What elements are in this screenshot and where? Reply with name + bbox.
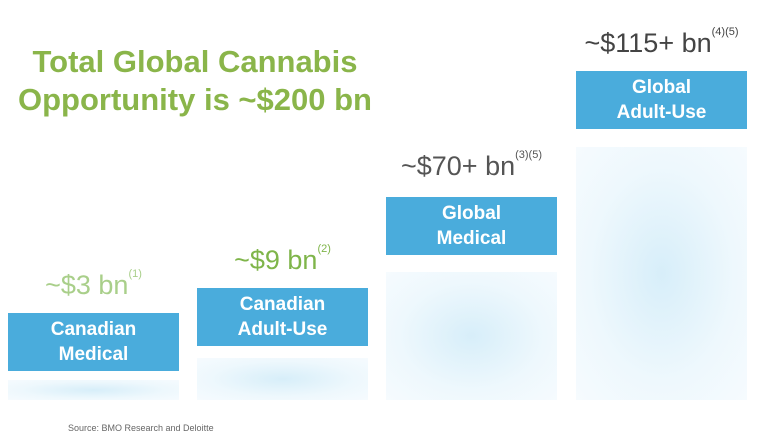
segment-box: Canadian Medical (8, 313, 179, 371)
segment-box: Canadian Adult-Use (197, 288, 368, 346)
source: Source: BMO Research and Deloitte (68, 423, 214, 433)
title-line: Opportunity is ~$200 bn (18, 82, 372, 117)
segment-label: Adult-Use (237, 319, 328, 340)
segment-box: Global Adult-Use (576, 71, 747, 129)
panel (197, 358, 368, 400)
segment-label: Medical (58, 344, 129, 365)
segment-label: Canadian (239, 294, 326, 315)
panel (8, 380, 179, 400)
panel (386, 272, 557, 400)
segment-label: Adult-Use (616, 102, 707, 123)
segment-label: Medical (436, 228, 507, 249)
value-label: ~$115+ bn(4)(5) (576, 26, 747, 59)
footnote: (4)(5) (711, 26, 739, 38)
value: ~$70+ bn (400, 151, 516, 181)
segment-label: Global (631, 77, 692, 98)
title-line: Total Global Cannabis (32, 44, 358, 79)
value: ~$3 bn (45, 270, 129, 300)
footnote: (3)(5) (515, 149, 542, 161)
value-label: ~$9 bn(2) (197, 243, 368, 276)
value-label: ~$3 bn(1) (8, 268, 179, 301)
value: ~$9 bn (234, 245, 318, 275)
segment-label: Global (441, 203, 502, 224)
segment-label: Canadian (50, 319, 137, 340)
value: ~$115+ bn (584, 28, 712, 58)
panel (576, 147, 747, 400)
segment-box: Global Medical (386, 197, 557, 255)
value-label: ~$70+ bn(3)(5) (386, 149, 557, 182)
footnote: (2) (317, 243, 331, 255)
footnote: (1) (128, 268, 142, 280)
